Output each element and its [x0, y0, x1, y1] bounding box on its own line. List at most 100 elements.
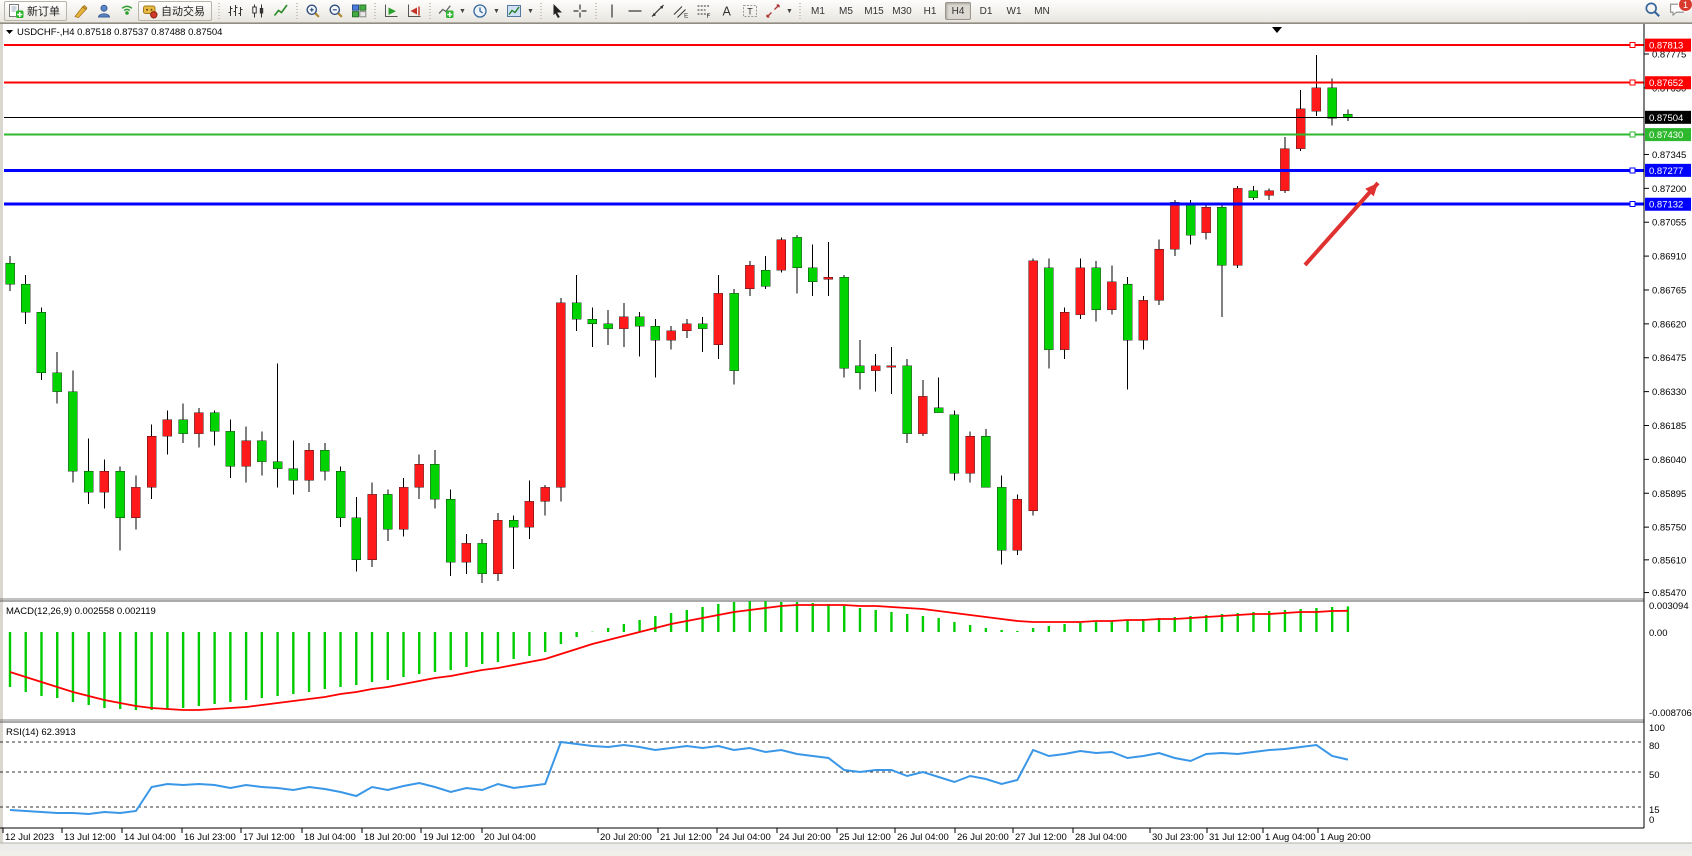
timeframe-button-M15[interactable]: M15: [864, 5, 884, 17]
toolbar-button-radar[interactable]: [115, 1, 138, 21]
toolbar-button-vline[interactable]: [600, 1, 623, 21]
toolbar-button-auto-scroll[interactable]: [379, 1, 402, 21]
chart-title: USDCHF-,H4 0.87518 0.87537 0.87488 0.875…: [17, 27, 222, 38]
svg-text:0.86185: 0.86185: [1652, 421, 1686, 432]
toolbar-button-channel[interactable]: E: [669, 1, 692, 21]
svg-text:18 Jul 04:00: 18 Jul 04:00: [304, 832, 356, 843]
vline-icon: [610, 4, 613, 18]
dropdown-caret-icon[interactable]: ▼: [786, 7, 793, 15]
toolbar-button-trendline[interactable]: [646, 1, 669, 21]
dropdown-caret-icon[interactable]: ▼: [493, 7, 500, 15]
macd-signal-line: [9, 604, 1348, 711]
timeframe-button-H4[interactable]: H4: [945, 2, 971, 20]
timeframe-button-M30[interactable]: M30: [892, 5, 912, 17]
time-axis: 12 Jul 2023 13 Jul 12:00 14 Jul 04:00 16 Ju…: [2, 828, 1371, 843]
timeframe-button-MN[interactable]: MN: [1034, 5, 1050, 17]
toolbar-button-cursor[interactable]: [545, 1, 568, 21]
macd-label: MACD(12,26,9) 0.002558 0.002119: [6, 606, 156, 617]
candles-layer: [5, 55, 1353, 584]
svg-text:0.87775: 0.87775: [1652, 50, 1686, 61]
toolbar-button-zoom-out[interactable]: [324, 1, 347, 21]
toolbar-button-text-label[interactable]: T: [738, 1, 761, 21]
toolbar-separator: [293, 3, 300, 19]
timeframe-button-W1[interactable]: W1: [1006, 5, 1022, 17]
toolbar-button-chart-shift[interactable]: [402, 1, 425, 21]
svg-text:0.85895: 0.85895: [1652, 489, 1686, 500]
svg-text:0.87652: 0.87652: [1649, 78, 1683, 89]
toolbar-button-crosshair[interactable]: [568, 1, 591, 21]
toolbar-button-crayon[interactable]: [69, 1, 92, 21]
auto-scroll-icon: [384, 4, 397, 17]
svg-text:16 Jul 23:00: 16 Jul 23:00: [184, 832, 236, 843]
toolbar-button-hline[interactable]: [623, 1, 646, 21]
rsi-label: RSI(14) 62.3913: [6, 727, 76, 738]
toolbar-button-zoom-in[interactable]: [301, 1, 324, 21]
toolbar-button-search[interactable]: [1644, 1, 1661, 21]
chart-menu-caret-icon: [6, 30, 13, 34]
toolbar-button-text[interactable]: A: [715, 1, 738, 21]
timeframe-button-H1[interactable]: H1: [923, 5, 937, 17]
svg-text:T: T: [747, 7, 753, 17]
toolbar-button-fibonacci[interactable]: F: [692, 1, 715, 21]
svg-text:18 Jul 20:00: 18 Jul 20:00: [364, 832, 416, 843]
svg-text:100: 100: [1649, 723, 1665, 734]
svg-text:0.86765: 0.86765: [1652, 285, 1686, 296]
toolbar-button-periods[interactable]: [468, 1, 491, 21]
main-toolbar: 新订单 自动交易 ▼ ▼ ▼ E F A T ▼ M1 M5 M15 M30 H1 H4 D1 W1 MN 1: [0, 0, 1692, 23]
dropdown-caret-icon[interactable]: ▼: [459, 7, 466, 15]
toolbar-button-autotrade[interactable]: 自动交易: [138, 1, 212, 21]
autotrade-icon: [143, 5, 158, 19]
svg-text:21 Jul 12:00: 21 Jul 12:00: [660, 832, 712, 843]
text-icon: A: [722, 5, 731, 19]
price-badge: 0.87652: [1645, 76, 1691, 90]
new-order-icon: [9, 4, 24, 18]
svg-text:31 Jul 12:00: 31 Jul 12:00: [1209, 832, 1261, 843]
crosshair-icon: [573, 4, 586, 18]
price-lines-layer[interactable]: [4, 42, 1644, 208]
toolbar-button-tile-windows[interactable]: [347, 1, 370, 21]
toolbar-right: 1: [1644, 0, 1692, 21]
toolbar-button-new-order[interactable]: 新订单: [4, 1, 67, 21]
svg-text:17 Jul 12:00: 17 Jul 12:00: [243, 832, 295, 843]
pane-frame: [0, 24, 1645, 829]
toolbar-button-templates[interactable]: [502, 1, 525, 21]
toolbar-button-chat[interactable]: 1: [1669, 0, 1692, 21]
svg-text:0.86040: 0.86040: [1652, 455, 1686, 466]
timeframe-button-D1[interactable]: D1: [979, 5, 993, 17]
bar-chart-icon: [228, 5, 242, 16]
svg-text:25 Jul 12:00: 25 Jul 12:00: [839, 832, 891, 843]
timeframe-button-M5[interactable]: M5: [839, 5, 853, 17]
rsi-pane: [0, 740, 1644, 816]
svg-text:0.00: 0.00: [1649, 628, 1668, 639]
svg-text:0.85470: 0.85470: [1652, 588, 1686, 599]
svg-text:20 Jul 04:00: 20 Jul 04:00: [484, 832, 536, 843]
chart-canvas[interactable]: 0.877750.876300.873450.872000.870550.869…: [0, 24, 1692, 851]
toolbar-button-indicators[interactable]: [434, 1, 457, 21]
svg-text:1 Aug 20:00: 1 Aug 20:00: [1320, 832, 1371, 843]
price-badge: 0.87813: [1645, 38, 1691, 52]
notification-badge: 1: [1678, 0, 1692, 12]
svg-text:15: 15: [1649, 805, 1660, 816]
toolbar-button-arrows[interactable]: [761, 1, 784, 21]
price-axis: 0.877750.876300.873450.872000.870550.869…: [1644, 50, 1692, 826]
toolbar-button-bar-chart[interactable]: [223, 1, 246, 21]
toolbar-button-line-chart[interactable]: [269, 1, 292, 21]
svg-text:0.86910: 0.86910: [1652, 252, 1686, 263]
dropdown-caret-icon[interactable]: ▼: [527, 7, 534, 15]
toolbar-separator: [426, 3, 433, 19]
toolbar-button-profile[interactable]: [92, 1, 115, 21]
macd-pane: [8, 601, 1350, 711]
svg-text:0.87430: 0.87430: [1649, 130, 1683, 141]
svg-text:0.86475: 0.86475: [1652, 353, 1686, 364]
toolbar-button-label: 新订单: [27, 6, 60, 18]
periods-icon: [472, 4, 487, 18]
svg-text:0: 0: [1649, 815, 1654, 826]
svg-text:0.87504: 0.87504: [1649, 113, 1683, 124]
timeframe-button-M1[interactable]: M1: [811, 5, 825, 17]
arrow-annotation[interactable]: [1303, 181, 1380, 267]
toolbar-button-candlestick[interactable]: [246, 1, 269, 21]
svg-text:24 Jul 04:00: 24 Jul 04:00: [719, 832, 771, 843]
chart-window[interactable]: 0.877750.876300.873450.872000.870550.869…: [0, 23, 1692, 851]
svg-text:19 Jul 12:00: 19 Jul 12:00: [423, 832, 475, 843]
chart-shift-marker: [1272, 27, 1282, 33]
